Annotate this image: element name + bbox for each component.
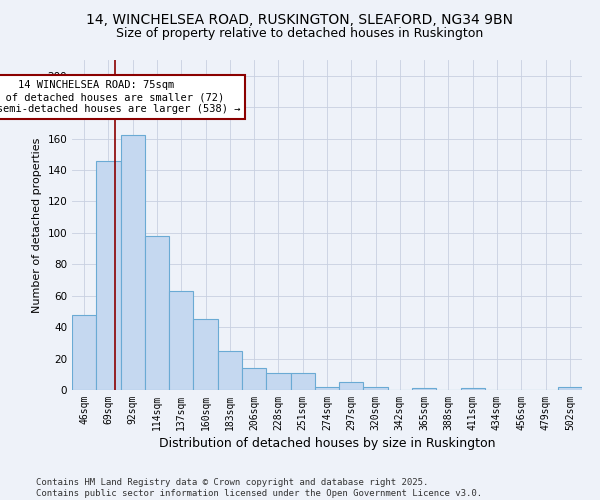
Bar bbox=[218, 350, 242, 390]
Bar bbox=[242, 368, 266, 390]
Bar bbox=[364, 387, 388, 390]
Text: Contains HM Land Registry data © Crown copyright and database right 2025.
Contai: Contains HM Land Registry data © Crown c… bbox=[36, 478, 482, 498]
X-axis label: Distribution of detached houses by size in Ruskington: Distribution of detached houses by size … bbox=[159, 437, 495, 450]
Bar bbox=[558, 387, 582, 390]
Text: 14, WINCHELSEA ROAD, RUSKINGTON, SLEAFORD, NG34 9BN: 14, WINCHELSEA ROAD, RUSKINGTON, SLEAFOR… bbox=[86, 12, 514, 26]
Bar bbox=[193, 320, 218, 390]
Text: Size of property relative to detached houses in Ruskington: Size of property relative to detached ho… bbox=[116, 28, 484, 40]
Bar bbox=[315, 387, 339, 390]
Bar bbox=[96, 160, 121, 390]
Bar bbox=[145, 236, 169, 390]
Bar bbox=[461, 388, 485, 390]
Y-axis label: Number of detached properties: Number of detached properties bbox=[32, 138, 42, 312]
Bar bbox=[266, 372, 290, 390]
Bar bbox=[412, 388, 436, 390]
Bar bbox=[290, 372, 315, 390]
Bar bbox=[169, 291, 193, 390]
Text: 14 WINCHELSEA ROAD: 75sqm
← 12% of detached houses are smaller (72)
87% of semi-: 14 WINCHELSEA ROAD: 75sqm ← 12% of detac… bbox=[0, 80, 240, 114]
Bar bbox=[72, 314, 96, 390]
Bar bbox=[121, 136, 145, 390]
Bar bbox=[339, 382, 364, 390]
